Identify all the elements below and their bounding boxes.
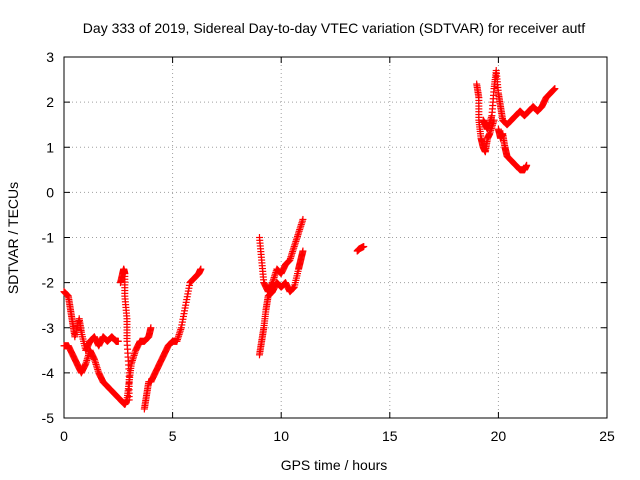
chart-title: Day 333 of 2019, Sidereal Day-to-day VTE…	[83, 20, 586, 36]
x-tick-label: 20	[491, 428, 507, 444]
y-tick-label: 2	[46, 94, 54, 110]
x-tick-label: 0	[60, 428, 68, 444]
y-axis-label: SDTVAR / TECUs	[5, 182, 21, 294]
y-tick-label: -4	[42, 365, 55, 381]
data-marks	[60, 67, 559, 413]
axes: 0 5 10 15 20 25 -5 -4 -3 -2 -1 0 1 2 3	[42, 49, 615, 444]
y-tick-label: 0	[46, 184, 54, 200]
y-tick-label: -1	[42, 230, 55, 246]
y-tick-label: -5	[42, 410, 55, 426]
data-point	[114, 337, 122, 345]
y-tick-label: -3	[42, 320, 55, 336]
data-point	[147, 324, 155, 332]
x-tick-label: 10	[273, 428, 289, 444]
data-point	[197, 265, 205, 273]
data-point	[551, 85, 559, 93]
x-tick-label: 5	[169, 428, 177, 444]
data-point	[360, 243, 368, 251]
x-tick-label: 25	[599, 428, 615, 444]
x-axis-label: GPS time / hours	[281, 457, 388, 473]
data-point	[299, 215, 307, 223]
y-tick-label: 1	[46, 139, 54, 155]
data-point	[523, 161, 531, 169]
y-tick-label: 3	[46, 49, 54, 65]
x-tick-label: 15	[382, 428, 398, 444]
data-point	[299, 247, 307, 255]
grid-lines	[64, 57, 607, 418]
y-tick-label: -2	[42, 275, 55, 291]
